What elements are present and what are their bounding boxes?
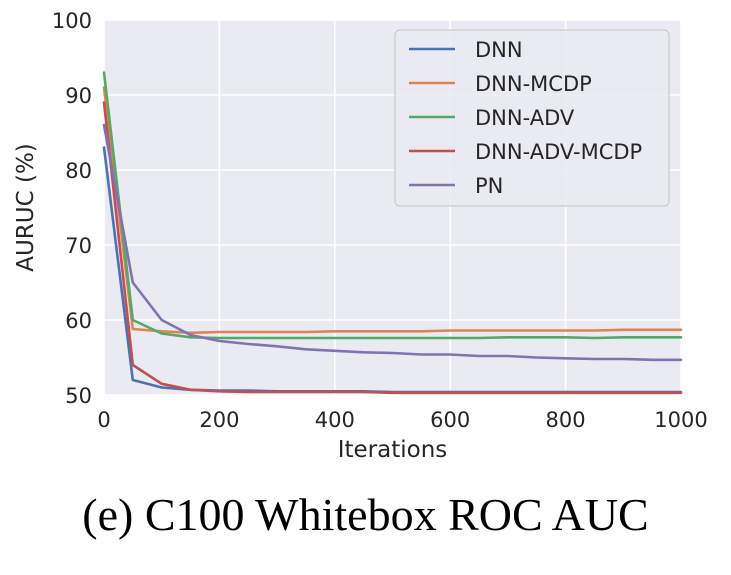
legend-frame [394, 29, 670, 207]
series-line-dnn-adv-mcdp [102, 101, 683, 395]
y-tick-label: 50 [65, 384, 92, 408]
chart: 0 200 400 600 800 1000 50 60 70 80 90 100 Iteration… [13, 9, 708, 463]
x-tick-label: 1000 [654, 408, 707, 432]
legend-label: DNN-ADV [475, 106, 575, 130]
series-line-dnn-mcdp [102, 86, 683, 335]
x-tick-label: 600 [430, 408, 470, 432]
series-layer [102, 71, 683, 395]
x-tick-label: 400 [315, 408, 355, 432]
x-tick-label: 800 [546, 408, 586, 432]
figure-caption: (e) C100 Whitebox ROC AUC [82, 489, 649, 540]
y-tick-label: 80 [65, 159, 92, 183]
legend-label: PN [475, 174, 503, 198]
legend-label: DNN-MCDP [475, 72, 592, 96]
tick-labels: 0 200 400 600 800 1000 50 60 70 80 90 100 [52, 9, 708, 432]
x-tick-label: 0 [97, 408, 110, 432]
series-line-pn [102, 123, 683, 362]
legend: DNN DNN-MCDP DNN-ADV DNN-ADV-MCDP PN [394, 29, 670, 207]
y-tick-label: 90 [65, 84, 92, 108]
x-axis-label: Iterations [338, 437, 448, 463]
y-axis-label: AURUC (%) [13, 143, 39, 272]
y-tick-label: 100 [52, 9, 92, 33]
y-tick-label: 60 [65, 309, 92, 333]
legend-label: DNN [475, 38, 523, 62]
legend-label: DNN-ADV-MCDP [475, 140, 642, 164]
y-tick-label: 70 [65, 234, 92, 258]
x-tick-label: 200 [199, 408, 239, 432]
